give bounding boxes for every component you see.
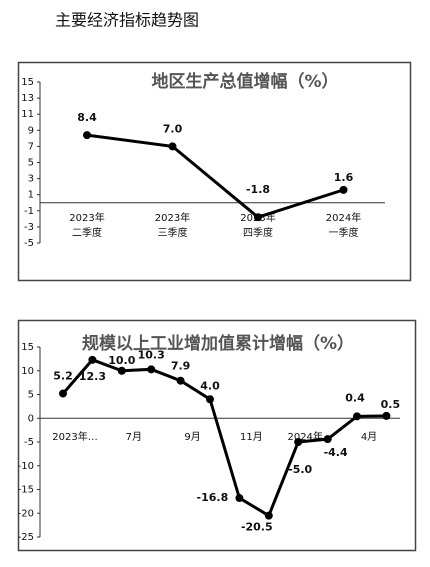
x-tick-label: 7月 xyxy=(126,431,142,443)
value-label: 0.5 xyxy=(381,398,401,411)
x-tick-label: 2024年一季度 xyxy=(326,211,361,239)
value-label: -20.5 xyxy=(241,521,273,534)
chart-title: 地区生产总值增幅（%） xyxy=(151,71,338,92)
line xyxy=(61,358,387,518)
point xyxy=(59,389,67,398)
y-tick-label: -15 xyxy=(18,485,34,496)
y-tick-label: 1 xyxy=(28,190,34,201)
y-tick-label: 15 xyxy=(21,77,34,88)
y-tick-label: 7 xyxy=(28,141,34,152)
y-tick-label: 10 xyxy=(21,366,34,377)
value-label: -5.0 xyxy=(288,463,312,476)
y-tick-label: 0 xyxy=(28,413,34,424)
y-tick-label: -5 xyxy=(24,437,34,448)
value-label: 0.4 xyxy=(345,391,365,404)
value-label: 1.6 xyxy=(334,171,354,184)
x-tick-label: 9月 xyxy=(184,431,200,443)
y-tick-label: 3 xyxy=(28,174,34,185)
y-tick-label: -25 xyxy=(18,532,34,543)
point xyxy=(323,435,332,444)
point xyxy=(168,142,177,151)
value-label: 12.3 xyxy=(79,370,106,383)
value-label: 7.9 xyxy=(171,360,191,373)
y-tick-label: 15 xyxy=(21,342,34,353)
y-tick-label: -1 xyxy=(24,206,34,217)
point xyxy=(117,366,126,375)
y-tick-label: 11 xyxy=(21,109,34,120)
point xyxy=(339,185,348,194)
value-label: -1.8 xyxy=(246,183,270,196)
point xyxy=(176,376,185,385)
value-label: 4.0 xyxy=(200,379,220,392)
value-label: -4.4 xyxy=(324,446,348,459)
point xyxy=(254,213,262,222)
chart-frame xyxy=(17,61,412,282)
chart-title: 规模以上工业增加值累计增幅（%） xyxy=(82,333,354,354)
value-label: 10.0 xyxy=(108,354,135,367)
x-tick-label: 2023年三季度 xyxy=(155,211,190,239)
y-tick-label: -20 xyxy=(18,508,34,519)
value-label: 8.4 xyxy=(77,111,97,124)
point xyxy=(83,131,91,140)
value-label: 5.2 xyxy=(53,370,73,383)
point xyxy=(147,365,156,374)
point xyxy=(353,412,361,421)
y-tick-label: 9 xyxy=(28,125,34,136)
point xyxy=(235,494,244,503)
value-label: 10.3 xyxy=(138,348,165,361)
y-tick-label: -10 xyxy=(18,461,34,472)
y-tick-label: 13 xyxy=(21,93,34,104)
x-tick-label: 11月 xyxy=(240,431,263,443)
x-tick-label: 4月 xyxy=(361,431,377,443)
page-title: 主要经济指标趋势图 xyxy=(55,11,199,30)
value-label: 7.0 xyxy=(163,122,183,135)
line xyxy=(86,133,344,219)
value-label: -16.8 xyxy=(197,491,229,504)
point xyxy=(264,511,273,520)
x-tick-label: 2023年二季度 xyxy=(69,211,104,239)
y-tick-label: -5 xyxy=(24,238,34,249)
point xyxy=(88,355,97,364)
y-tick-label: 5 xyxy=(28,158,34,169)
y-tick-label: 5 xyxy=(28,390,34,401)
point xyxy=(206,395,214,404)
point xyxy=(382,411,391,420)
chart-frame xyxy=(17,319,417,552)
y-tick-label: -3 xyxy=(24,222,34,233)
x-tick-label: 2023年… xyxy=(52,430,97,443)
point xyxy=(294,438,303,446)
